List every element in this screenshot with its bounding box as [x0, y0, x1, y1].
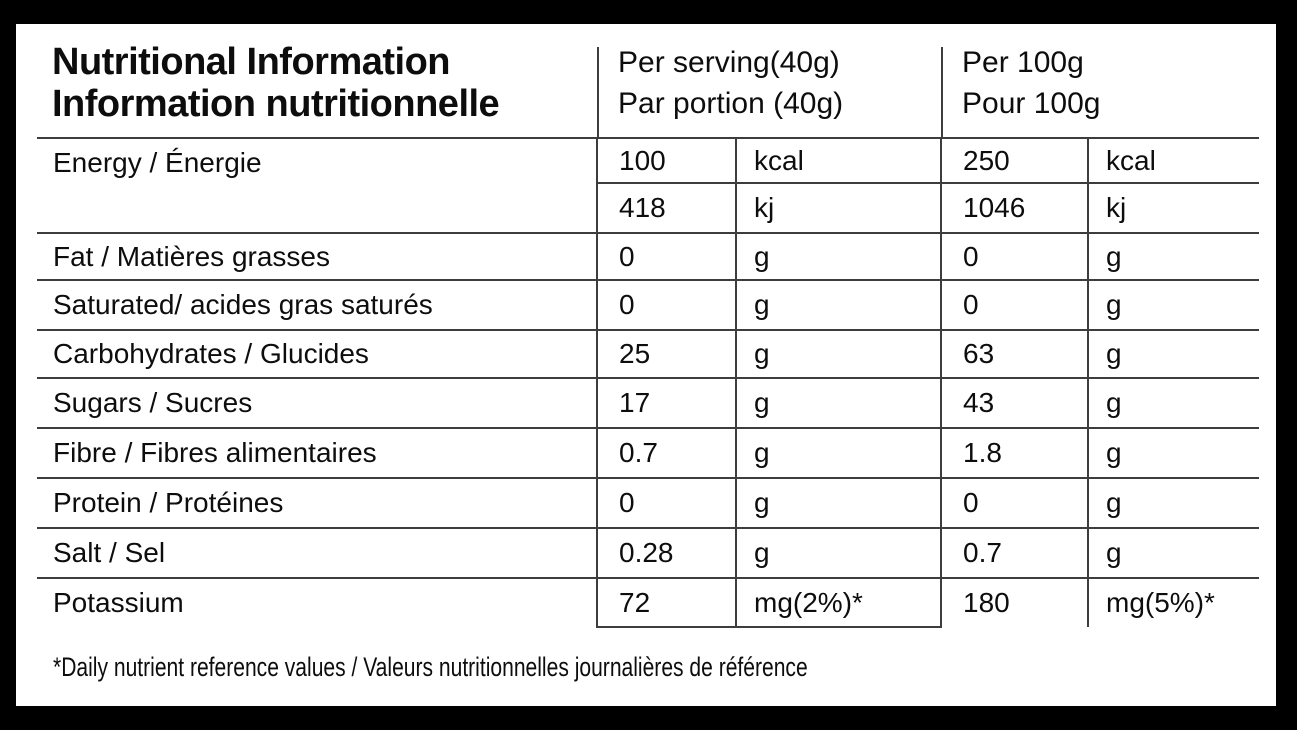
header-divider-line: [597, 47, 599, 138]
serving-value: 100: [596, 138, 736, 183]
nutrient-label: Saturated/ acides gras saturés: [37, 279, 597, 330]
per-100g-unit: kcal: [1086, 138, 1260, 183]
row-fat: Fat / Matières grasses 0 g 0 g: [37, 232, 1260, 280]
serving-value: 0: [596, 232, 736, 280]
per-100g-value: 43: [940, 377, 1088, 428]
per-100g-value: 0: [940, 477, 1088, 528]
footnote: *Daily nutrient reference values / Valeu…: [53, 650, 1276, 685]
header-row: Nutritional Information Information nutr…: [37, 24, 1260, 139]
serving-value: 25: [596, 329, 736, 378]
serving-unit: g: [735, 377, 941, 428]
per-100g-value: 0.7: [940, 527, 1088, 578]
title-english: Nutritional Information: [52, 40, 451, 83]
per-100g-unit: g: [1086, 527, 1260, 578]
per-100g-value: 63: [940, 329, 1088, 378]
nutrient-label: Salt / Sel: [37, 527, 597, 578]
serving-value: 0.28: [596, 527, 736, 578]
per-100g-value: 180: [940, 577, 1088, 627]
per-100g-header-en: Per 100g: [962, 45, 1084, 79]
per-100g-header-fr: Pour 100g: [962, 86, 1101, 120]
nutrient-label: Fibre / Fibres alimentaires: [37, 427, 597, 478]
serving-unit: kj: [735, 182, 941, 233]
title-cell: Nutritional Information Information nutr…: [37, 24, 597, 139]
serving-unit: kcal: [735, 138, 941, 183]
per-100g-value: 0: [940, 232, 1088, 280]
row-energy-kcal: Energy / Énergie 100 kcal 250 kcal: [37, 138, 1260, 183]
header-divider-line: [941, 47, 943, 138]
per-100g-unit: g: [1086, 477, 1260, 528]
serving-value: 0.7: [596, 427, 736, 478]
serving-value: 0: [596, 279, 736, 330]
nutrition-label-panel: Nutritional Information Information nutr…: [16, 24, 1276, 706]
title-french: Information nutritionnelle: [52, 82, 500, 125]
per-100g-unit: kj: [1086, 182, 1260, 233]
footnote-text: *Daily nutrient reference values / Valeu…: [53, 652, 808, 682]
row-fibre: Fibre / Fibres alimentaires 0.7 g 1.8 g: [37, 427, 1260, 478]
nutrient-label: Protein / Protéines: [37, 477, 597, 528]
nutrient-label: Carbohydrates / Glucides: [37, 329, 597, 378]
per-100g-unit: g: [1086, 232, 1260, 280]
per-100g-value: 0: [940, 279, 1088, 330]
nutrient-label: Potassium: [37, 577, 597, 627]
serving-value: 0: [596, 477, 736, 528]
per-serving-header-en: Per serving(40g): [618, 45, 840, 79]
per-100g-unit: g: [1086, 329, 1260, 378]
nutrient-label: Fat / Matières grasses: [37, 232, 597, 280]
nutrient-label: Energy / Énergie: [53, 147, 262, 178]
serving-value: 72: [596, 577, 736, 628]
row-protein: Protein / Protéines 0 g 0 g: [37, 477, 1260, 528]
per-serving-header: Per serving(40g) Par portion (40g): [597, 24, 941, 139]
nutrition-table: Nutritional Information Information nutr…: [37, 24, 1260, 628]
serving-unit: g: [735, 477, 941, 528]
row-salt: Salt / Sel 0.28 g 0.7 g: [37, 527, 1260, 578]
serving-unit: g: [735, 427, 941, 478]
serving-unit: g: [735, 279, 941, 330]
serving-unit: g: [735, 329, 941, 378]
row-saturated: Saturated/ acides gras saturés 0 g 0 g: [37, 279, 1260, 330]
per-100g-unit: mg(5%)*: [1086, 577, 1260, 627]
serving-value: 418: [596, 182, 736, 233]
per-100g-unit: g: [1086, 427, 1260, 478]
per-100g-unit: g: [1086, 279, 1260, 330]
row-sugars: Sugars / Sucres 17 g 43 g: [37, 377, 1260, 428]
row-potassium: Potassium 72 mg(2%)* 180 mg(5%)*: [37, 577, 1260, 628]
per-100g-value: 250: [940, 138, 1088, 183]
per-100g-unit: g: [1086, 377, 1260, 428]
per-100g-value: 1.8: [940, 427, 1088, 478]
per-serving-header-fr: Par portion (40g): [618, 86, 844, 120]
serving-unit: g: [735, 527, 941, 578]
row-carbohydrates: Carbohydrates / Glucides 25 g 63 g: [37, 329, 1260, 378]
per-100g-value: 1046: [940, 182, 1088, 233]
serving-unit: mg(2%)*: [735, 577, 941, 628]
serving-unit: g: [735, 232, 941, 280]
nutrient-label: Sugars / Sucres: [37, 377, 597, 428]
row-energy-kj: 418 kj 1046 kj: [37, 182, 1260, 233]
per-100g-header: Per 100g Pour 100g: [941, 24, 1260, 139]
serving-value: 17: [596, 377, 736, 428]
